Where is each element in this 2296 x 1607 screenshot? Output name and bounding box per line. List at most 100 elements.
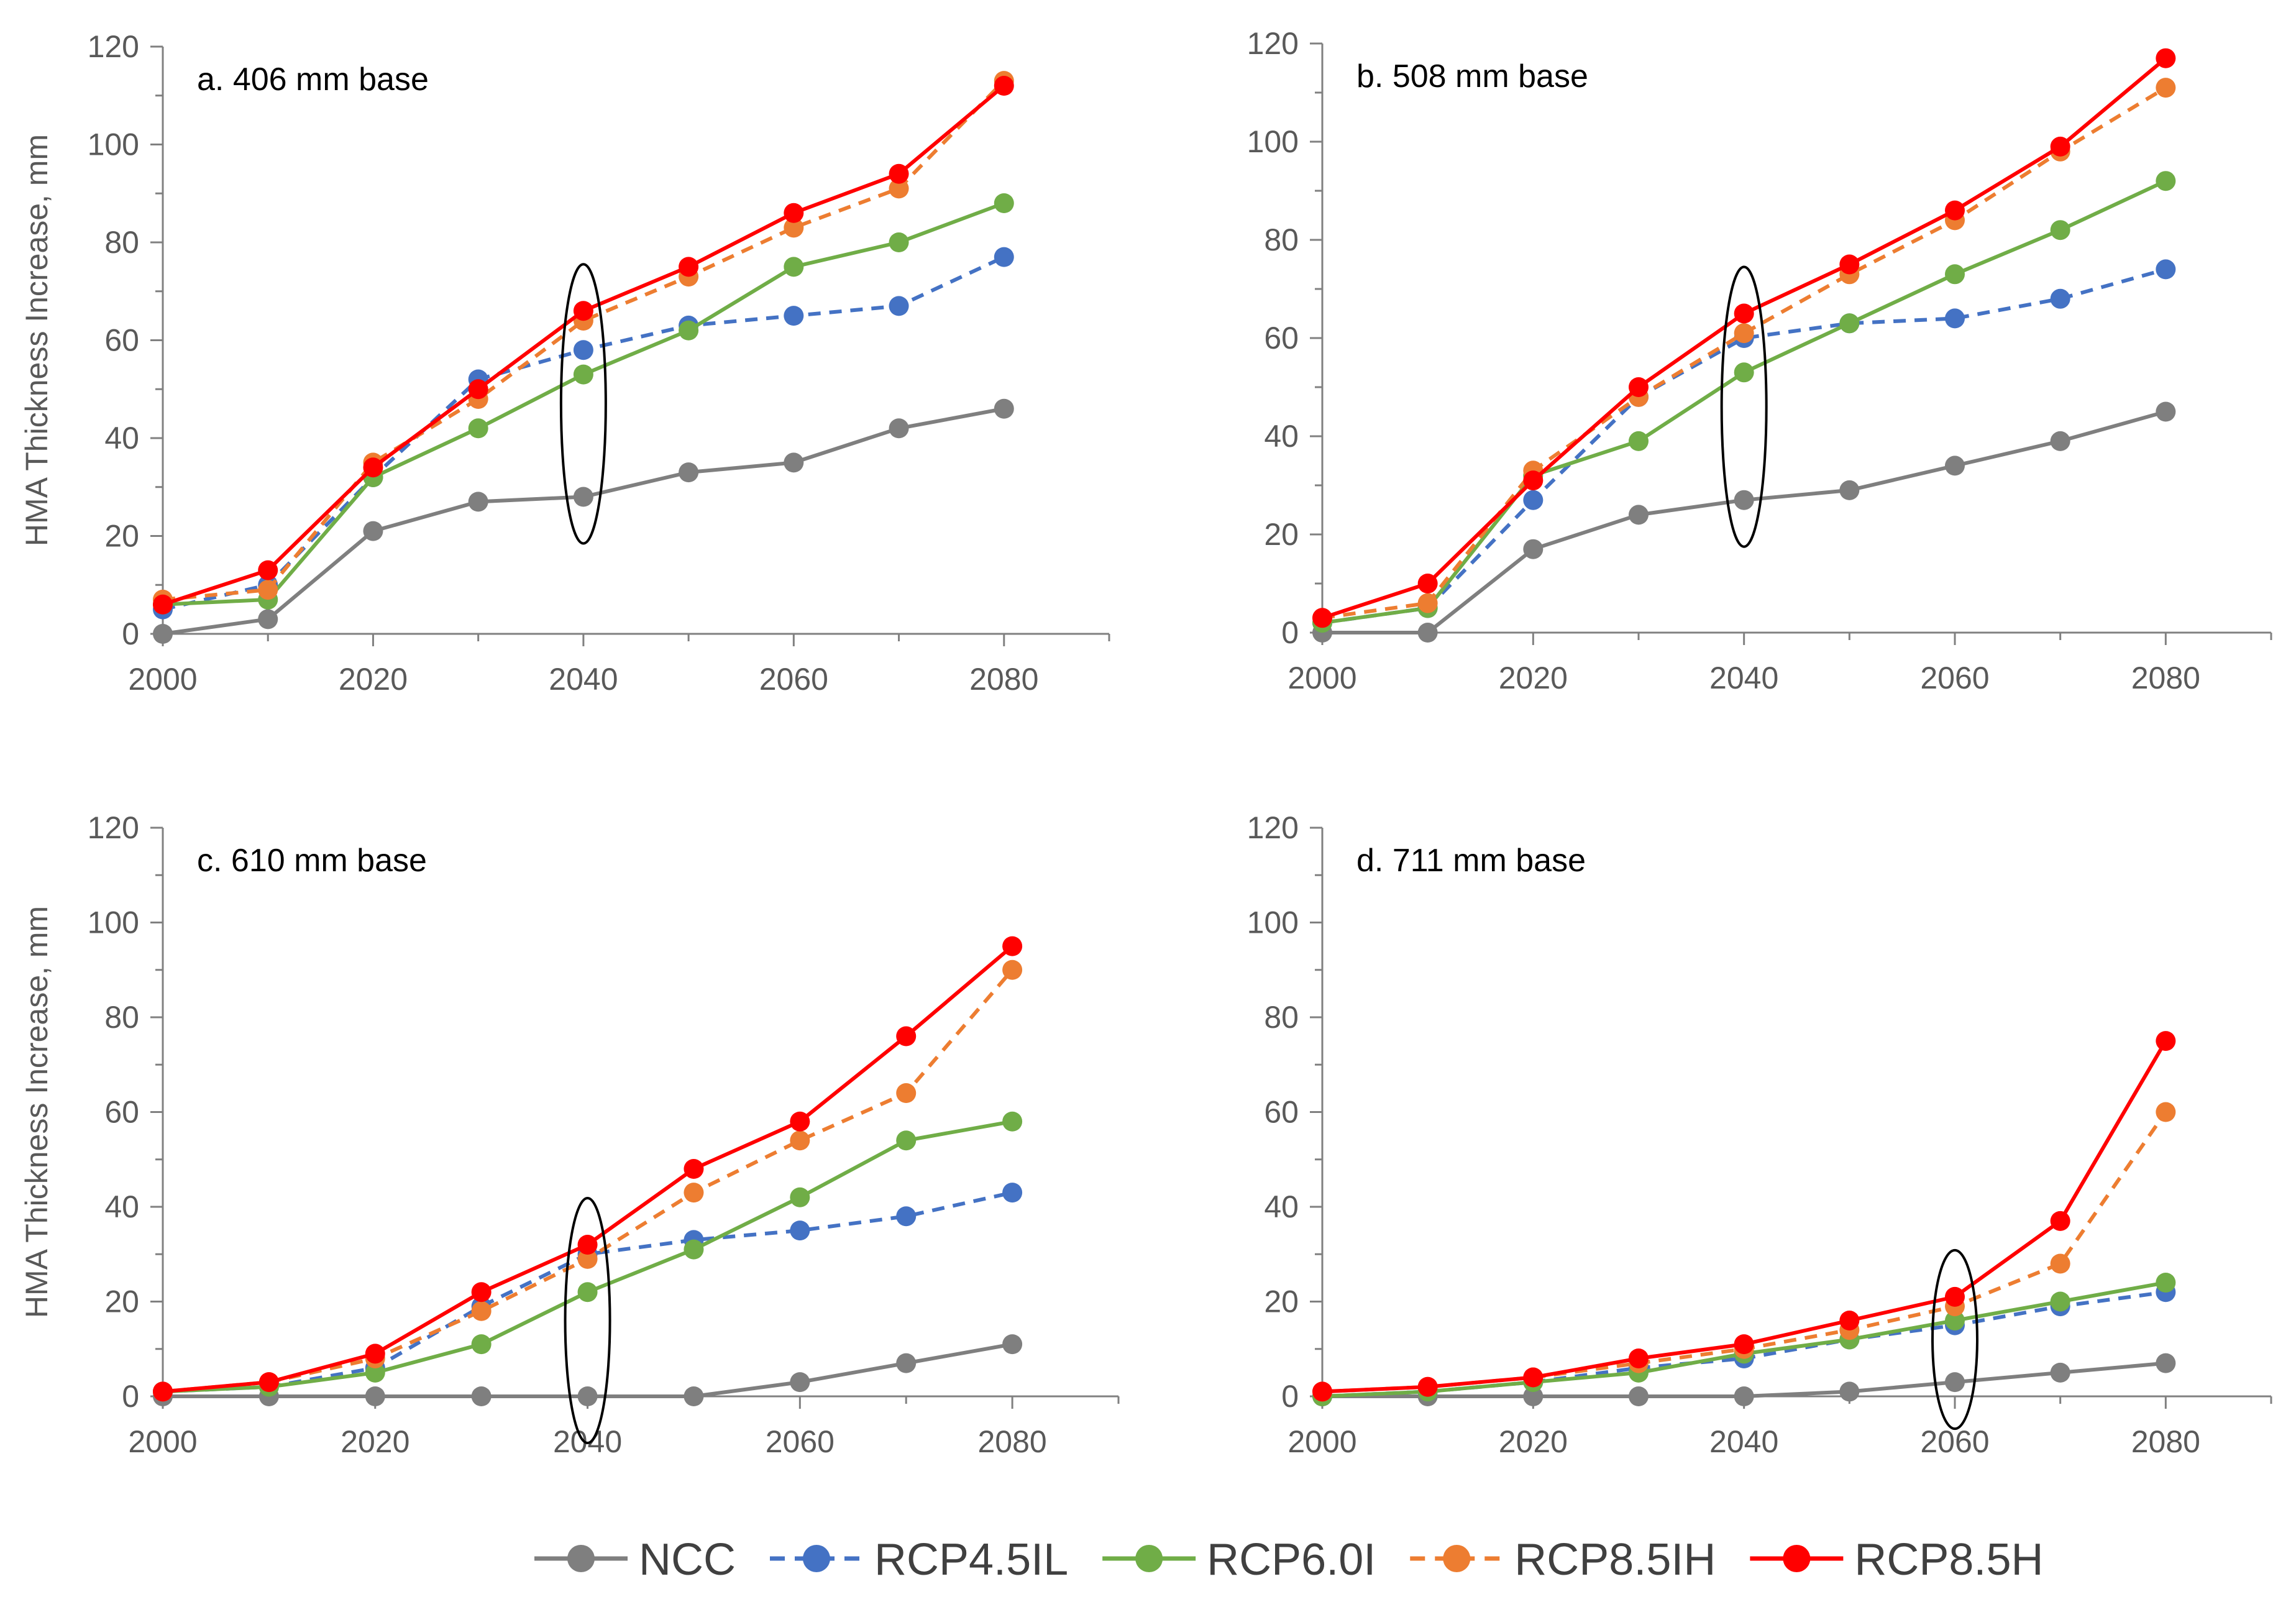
data-point xyxy=(896,1026,917,1046)
data-point xyxy=(2156,171,2176,191)
data-point xyxy=(896,1130,917,1151)
series-line xyxy=(1322,267,2167,625)
data-point xyxy=(679,257,699,277)
legend-label: NCC xyxy=(639,1535,736,1585)
y-tick-label: 0 xyxy=(122,616,139,651)
legend-item-rcp45il: RCP4.5IL xyxy=(770,1535,1068,1585)
data-point xyxy=(994,76,1014,96)
data-point xyxy=(790,1187,810,1207)
data-point xyxy=(1839,1381,1860,1402)
data-point xyxy=(1523,539,1544,559)
data-point xyxy=(896,1353,917,1373)
x-tick-label: 2080 xyxy=(2131,661,2200,695)
data-point xyxy=(2156,1273,2176,1293)
data-point xyxy=(684,1239,704,1260)
y-tick-label: 60 xyxy=(104,323,139,358)
legend-item-rcp85ih: RCP8.5IH xyxy=(1410,1535,1716,1585)
data-point xyxy=(2156,1031,2176,1051)
y-axis-label: HMA Thickness Increase, mm xyxy=(19,134,54,546)
data-point xyxy=(2050,220,2070,240)
data-point xyxy=(1734,303,1754,324)
data-point xyxy=(889,178,909,199)
x-tick-label: 2060 xyxy=(1920,1424,1989,1459)
legend-label: RCP8.5H xyxy=(1854,1535,2043,1585)
x-tick-label: 2020 xyxy=(339,662,408,697)
data-point xyxy=(577,1235,598,1255)
legend-marker xyxy=(1135,1545,1163,1572)
x-tick-label: 2000 xyxy=(1287,1424,1356,1459)
data-point xyxy=(790,1220,810,1241)
y-tick-label: 120 xyxy=(1247,26,1299,61)
y-tick-label: 20 xyxy=(104,1284,139,1319)
series-rcp85h xyxy=(153,76,1014,615)
series-line xyxy=(1322,86,2167,620)
data-point xyxy=(471,1386,492,1406)
series-line xyxy=(1322,179,2167,625)
data-point xyxy=(1523,490,1544,510)
highlight-ellipse xyxy=(564,1197,611,1444)
legend-label: RCP8.5IH xyxy=(1514,1535,1716,1585)
data-point xyxy=(1002,959,1023,980)
data-point xyxy=(896,1083,917,1103)
panel-title: c. 610 mm base xyxy=(197,843,427,879)
x-tick-label: 2060 xyxy=(759,662,828,697)
legend-item-rcp60i: RCP6.0I xyxy=(1102,1535,1376,1585)
y-tick-label: 40 xyxy=(1264,1189,1299,1224)
data-point xyxy=(684,1159,704,1179)
data-point xyxy=(1629,505,1649,525)
y-tick-label: 100 xyxy=(88,127,139,162)
data-point xyxy=(784,306,804,326)
data-point xyxy=(573,340,593,360)
x-tick-label: 2000 xyxy=(128,662,197,697)
x-tick-label: 2020 xyxy=(341,1424,409,1459)
y-tick-label: 20 xyxy=(1264,517,1299,552)
y-axis-label: HMA Thickness Increase, mm xyxy=(19,906,54,1318)
data-point xyxy=(153,594,173,615)
series-rcp85h xyxy=(1312,48,2176,628)
data-point xyxy=(889,163,909,184)
data-point xyxy=(679,462,699,483)
data-point xyxy=(2050,1291,2070,1312)
data-point xyxy=(2050,1211,2070,1231)
legend-label: RCP6.0I xyxy=(1207,1535,1376,1585)
highlight-ellipse xyxy=(1931,1248,1978,1431)
data-point xyxy=(258,580,278,600)
x-tick-label: 2040 xyxy=(1709,661,1778,695)
data-point xyxy=(258,560,278,580)
data-point xyxy=(1839,480,1860,500)
y-tick-label: 120 xyxy=(88,810,139,845)
y-tick-label: 100 xyxy=(1247,905,1299,940)
series-line xyxy=(162,406,1005,636)
data-point xyxy=(1734,323,1754,344)
data-point xyxy=(889,232,909,252)
y-tick-label: 0 xyxy=(1281,1379,1299,1414)
y-tick-label: 60 xyxy=(1264,1095,1299,1130)
data-point xyxy=(784,217,804,238)
data-point xyxy=(790,1130,810,1151)
y-tick-label: 60 xyxy=(1264,321,1299,355)
data-point xyxy=(2050,136,2070,157)
y-tick-label: 80 xyxy=(1264,222,1299,257)
y-tick-label: 40 xyxy=(1264,419,1299,454)
data-point xyxy=(258,609,278,630)
data-point xyxy=(1002,936,1023,956)
data-point xyxy=(1523,1386,1544,1406)
x-tick-label: 2080 xyxy=(969,662,1038,697)
data-point xyxy=(1312,608,1332,628)
data-point xyxy=(1629,377,1649,397)
data-point xyxy=(1417,623,1438,643)
series-rcp85ih xyxy=(153,959,1023,1402)
data-point xyxy=(2156,1353,2176,1373)
data-point xyxy=(1523,470,1544,491)
data-point xyxy=(1734,490,1754,510)
data-point xyxy=(684,1183,704,1203)
data-point xyxy=(153,624,173,644)
series-line xyxy=(162,945,1014,1394)
y-tick-label: 100 xyxy=(1247,124,1299,159)
data-point xyxy=(784,257,804,277)
series-ncc xyxy=(1312,401,2176,643)
